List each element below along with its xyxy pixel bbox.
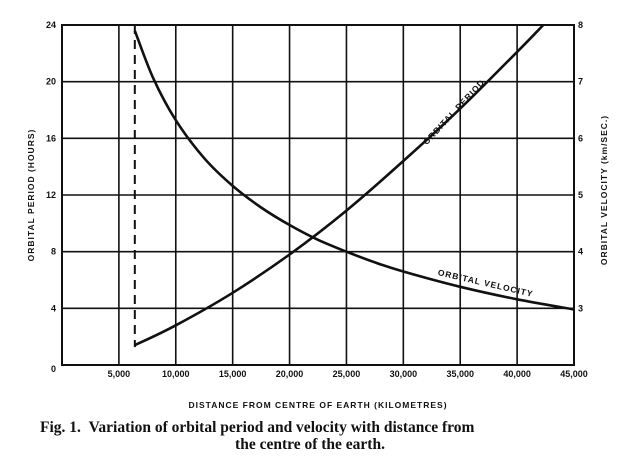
- y-right-tick-label: 3: [578, 303, 583, 313]
- y-left-tick-label: 12: [46, 190, 56, 200]
- y-right-axis-label: ORBITAL VELOCITY (km/SEC.): [599, 115, 609, 265]
- y-left-axis-label: ORBITAL PERIOD (HOURS): [26, 129, 36, 262]
- x-tick-label: 30,000: [390, 369, 418, 379]
- y-right-tick-label: 7: [578, 77, 583, 87]
- x-tick-label: 25,000: [333, 369, 361, 379]
- y-left-tick-label: 8: [51, 247, 56, 257]
- chart: 5,000 10,000 15,000 20,000 25,000 30,000 35,00…: [26, 20, 609, 410]
- x-tick-labels: 5,000 10,000 15,000 20,000 25,000 30,000 35,00…: [108, 369, 588, 379]
- orbital-period-label: ORBITAL PERIOD: [421, 77, 487, 147]
- y-right-tick-label: 6: [578, 133, 583, 143]
- orbital-period-curve: [134, 24, 545, 347]
- y-right-tick-label: 8: [578, 20, 583, 30]
- x-tick-label: 35,000: [446, 369, 474, 379]
- y-right-tick-label: 5: [578, 190, 583, 200]
- figure-caption: Fig. 1. Variation of orbital period and …: [40, 419, 620, 453]
- caption-prefix: Fig. 1.: [40, 419, 81, 436]
- x-tick-label: 10,000: [162, 369, 190, 379]
- plot-frame: [61, 24, 575, 366]
- x-tick-label: 20,000: [276, 369, 304, 379]
- caption-line-2: the centre of the earth.: [235, 436, 385, 453]
- x-tick-label: 45,000: [560, 369, 588, 379]
- y-left-tick-label: 20: [46, 77, 56, 87]
- x-tick-label: 5,000: [108, 369, 131, 379]
- orbital-velocity-label: ORBITAL VELOCITY: [437, 267, 535, 299]
- y-left-tick-labels: 0 4 8 12 16 20 24: [46, 20, 56, 374]
- orbital-velocity-curve: [133, 30, 575, 311]
- y-left-tick-label: 16: [46, 133, 56, 143]
- x-tick-label: 40,000: [503, 369, 531, 379]
- y-left-tick-label: 0: [51, 364, 56, 374]
- x-tick-label: 15,000: [219, 369, 247, 379]
- y-left-tick-label: 24: [46, 20, 56, 30]
- y-right-tick-labels: 3 4 5 6 7 8: [578, 20, 583, 313]
- caption-line-1: Variation of orbital period and velocity…: [88, 419, 475, 436]
- y-left-tick-label: 4: [51, 303, 56, 313]
- y-right-tick-label: 4: [578, 247, 583, 257]
- grid: [62, 24, 575, 366]
- x-axis-label: DISTANCE FROM CENTRE OF EARTH (KILOMETRE…: [188, 400, 447, 410]
